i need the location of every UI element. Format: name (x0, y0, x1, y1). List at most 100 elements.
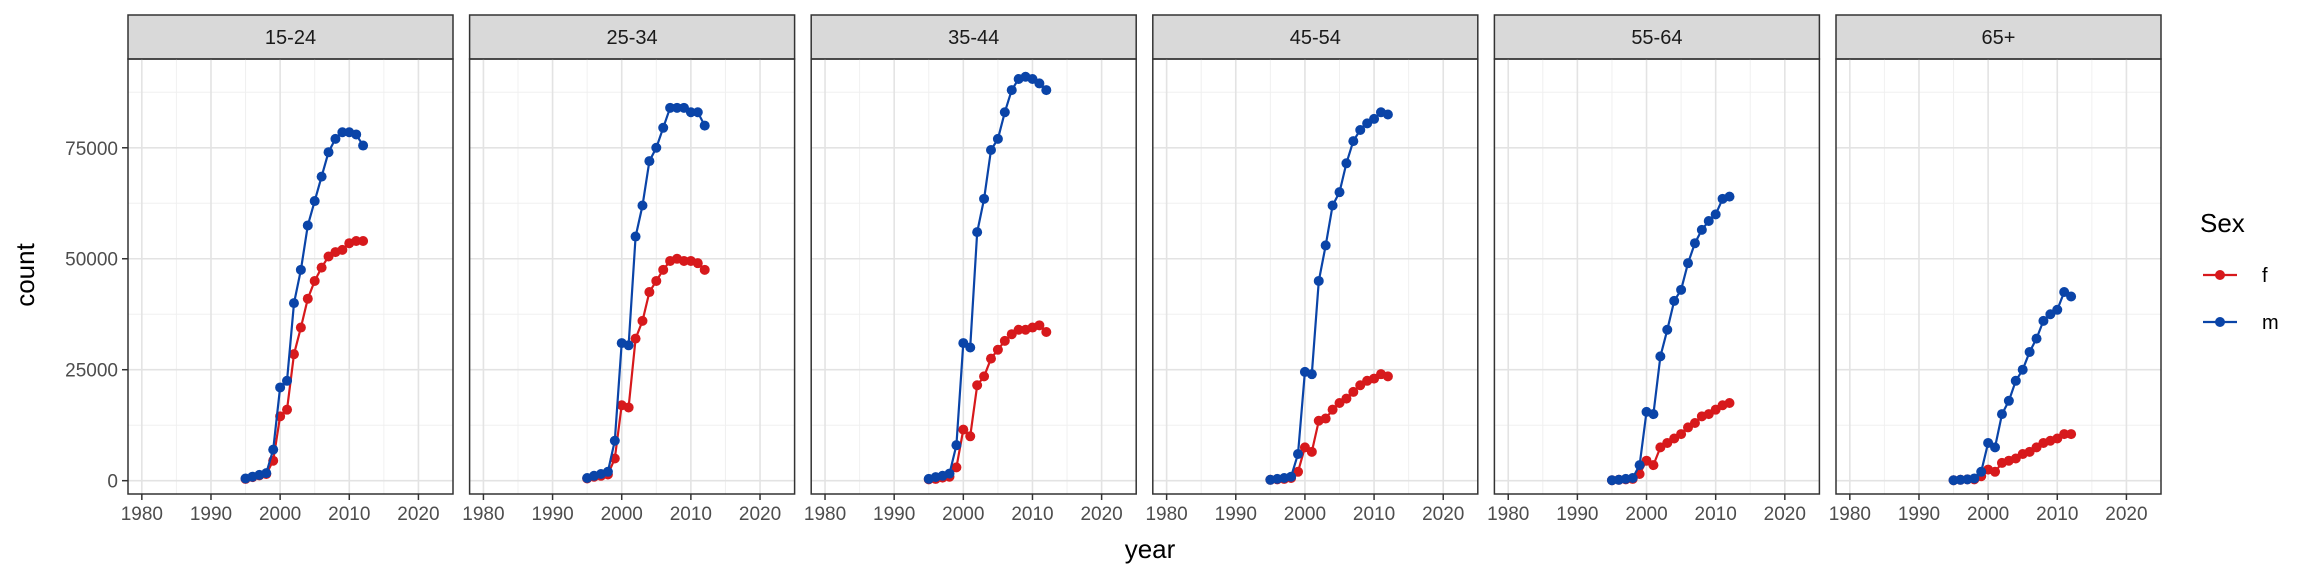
data-point-f (972, 380, 983, 391)
legend-label: m (2262, 312, 2279, 334)
x-tick-label: 2000 (601, 504, 643, 525)
data-point-f (2066, 429, 2077, 440)
facet-panels: 15-24 1980 1990 2000 2010 2020 0 25000 50000 7500… (65, 14, 2162, 525)
data-point-m (609, 435, 620, 446)
data-point-m (302, 220, 313, 231)
data-point-f (2059, 429, 2070, 440)
data-point-m (651, 142, 662, 153)
x-tick-label: 2010 (670, 504, 712, 525)
data-point-m (1662, 324, 1673, 335)
data-point-m (309, 196, 320, 207)
data-point-m (1041, 85, 1052, 96)
x-tick-label: 1980 (1487, 504, 1529, 525)
data-point-m (685, 107, 696, 118)
data-point-m (1627, 473, 1638, 484)
data-point-m (658, 122, 669, 133)
legend-label: f (2262, 265, 2268, 287)
data-point-m (1293, 449, 1304, 460)
data-point-f (658, 264, 669, 275)
x-tick-label: 1980 (121, 504, 163, 525)
data-point-f (965, 431, 976, 442)
x-tick-label: 1990 (1898, 504, 1940, 525)
data-point-f (651, 275, 662, 286)
data-point-m (1286, 471, 1297, 482)
data-point-m (1348, 136, 1359, 147)
data-point-m (672, 102, 683, 113)
panel-border (810, 58, 1137, 495)
legend-item-m: m (2203, 312, 2279, 334)
data-point-m (358, 140, 369, 151)
data-point-f (1990, 466, 2001, 477)
data-point-m (1034, 78, 1045, 89)
data-point-m (1313, 275, 1324, 286)
series-line-f (245, 239, 364, 480)
data-point-f (1327, 404, 1338, 415)
facet-strip-label: 15-24 (265, 27, 316, 49)
panel-border (468, 58, 796, 495)
data-point-m (2031, 333, 2042, 344)
data-point-f (678, 255, 689, 266)
data-point-m (2003, 395, 2014, 406)
panel-border (127, 58, 454, 495)
x-tick-label: 1990 (1556, 504, 1598, 525)
data-point-m (1969, 473, 1980, 484)
data-point-f (1013, 324, 1024, 335)
data-point-f (282, 404, 293, 415)
legend-title: Sex (2200, 208, 2245, 238)
x-axis-title: year (1125, 534, 1176, 564)
data-point-f (309, 275, 320, 286)
data-point-f (1306, 446, 1317, 457)
data-point-m (1976, 466, 1987, 477)
x-tick-label: 2020 (739, 504, 781, 525)
data-point-m (330, 133, 341, 144)
data-point-f (979, 371, 990, 382)
data-point-m (2066, 291, 2077, 302)
data-point-m (1683, 258, 1694, 269)
x-tick-label: 2000 (259, 504, 301, 525)
data-point-m (1006, 85, 1017, 96)
y-tick-label: 75000 (65, 139, 118, 160)
data-point-m (261, 468, 272, 479)
panel-border (1835, 58, 2162, 495)
data-point-m (1689, 238, 1700, 249)
y-tick-label: 50000 (65, 250, 118, 271)
series-line-m (928, 75, 1048, 480)
data-point-f (337, 244, 348, 255)
x-tick-label: 2010 (1695, 504, 1737, 525)
data-point-f (1041, 326, 1052, 337)
data-point-m (1703, 216, 1714, 227)
data-point-m (972, 227, 983, 238)
data-point-m (323, 147, 334, 158)
data-point-f (1724, 398, 1735, 409)
x-tick-label: 1980 (1829, 504, 1871, 525)
data-point-f (1341, 393, 1352, 404)
data-point-f (958, 424, 969, 435)
x-tick-label: 2020 (1764, 504, 1806, 525)
x-tick-label: 2000 (1967, 504, 2009, 525)
facet-panel-4: 55-64 1980 1990 2000 2010 2020 (1487, 14, 1821, 525)
data-point-m (2038, 315, 2049, 326)
data-point-m (665, 102, 676, 113)
data-point-f (1034, 320, 1045, 331)
data-point-m (1369, 113, 1380, 124)
legend-key-point (2215, 270, 2225, 280)
data-point-f (295, 322, 306, 333)
legend-items: fm (2203, 265, 2279, 334)
data-point-f (992, 344, 1003, 355)
x-tick-label: 1990 (1215, 504, 1257, 525)
data-point-m (965, 342, 976, 353)
facet-strip (468, 14, 796, 60)
data-point-m (979, 193, 990, 204)
x-tick-label: 2000 (1625, 504, 1667, 525)
legend-item-f: f (2203, 265, 2268, 287)
series-line-f (928, 324, 1048, 481)
data-point-m (337, 127, 348, 138)
data-point-f (699, 264, 710, 275)
legend-key-point (2215, 317, 2225, 327)
facet-panel-3: 45-54 1980 1990 2000 2010 2020 (1145, 14, 1479, 525)
data-point-m (1327, 200, 1338, 211)
data-point-m (699, 120, 710, 131)
x-tick-label: 1980 (804, 504, 846, 525)
series-line-m (1953, 290, 2072, 482)
data-point-f (692, 258, 703, 269)
